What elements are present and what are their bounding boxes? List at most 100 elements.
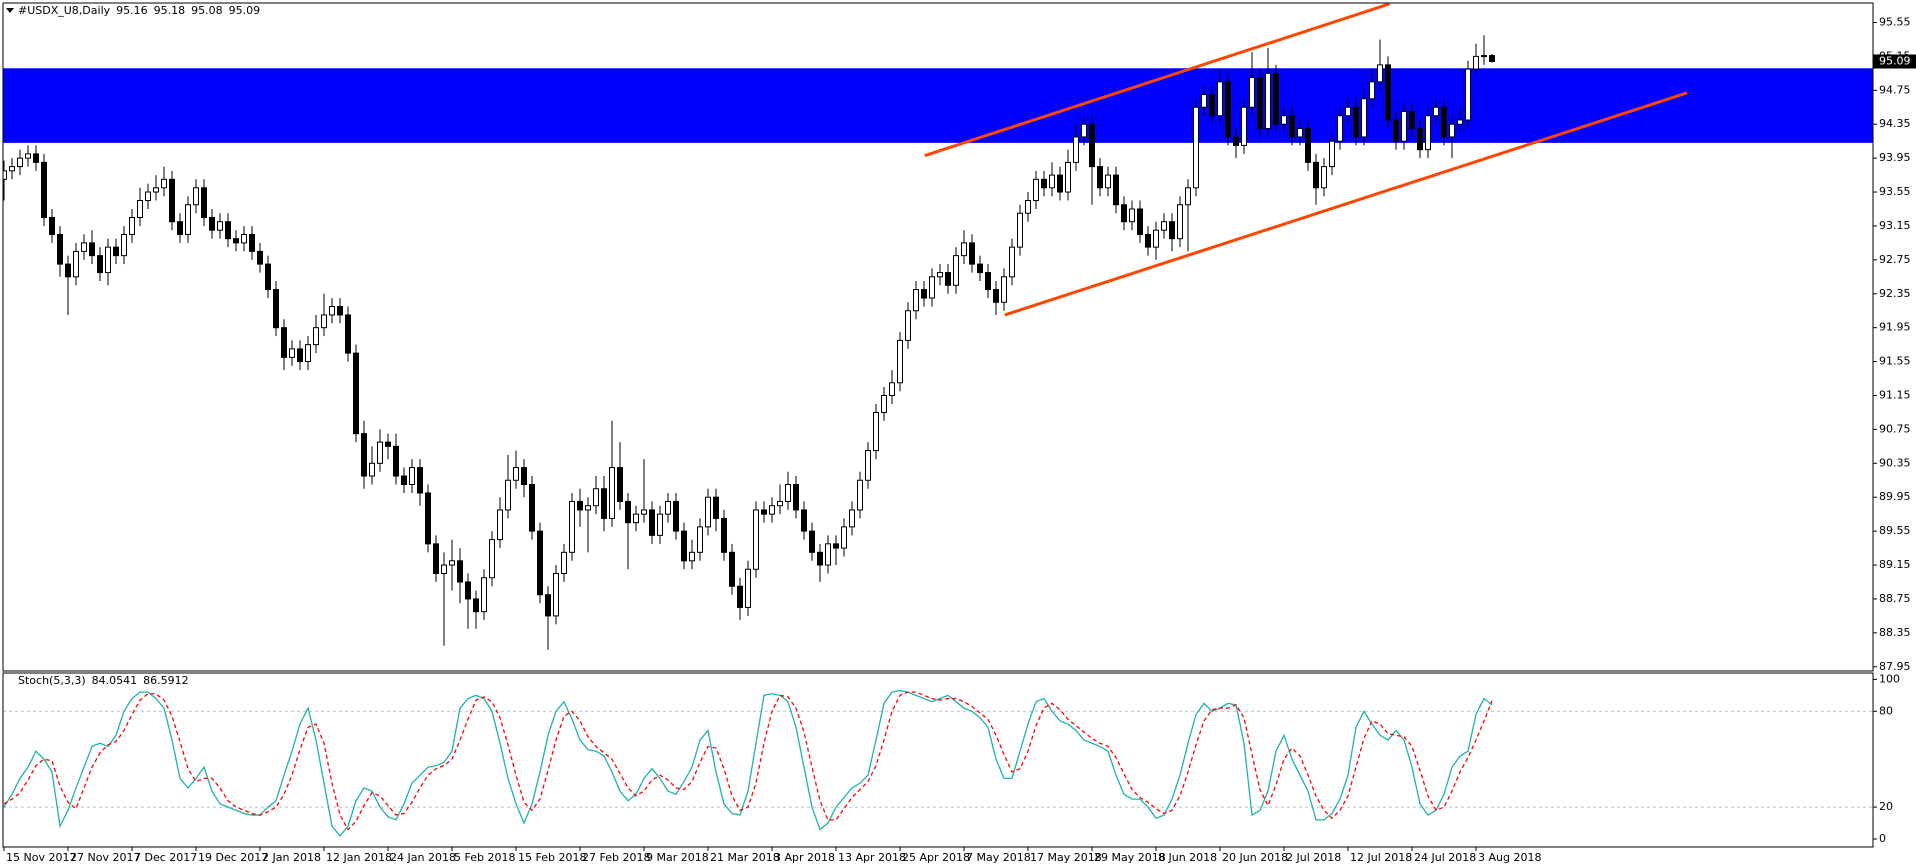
candle-body [505, 479, 511, 511]
candle-body [601, 488, 607, 519]
candle-body [1393, 119, 1399, 142]
x-tick-label: 8 Jun 2018 [1158, 851, 1217, 864]
candle-body [1025, 200, 1031, 214]
candle-body [377, 441, 383, 464]
candle-body [1385, 64, 1391, 121]
panel-header: #USDX_U8,Daily 95.16 95.18 95.08 95.09 [18, 4, 260, 17]
candle-body [1273, 72, 1279, 125]
y-tick-label: 92.75 [1879, 253, 1911, 266]
candle-body [937, 272, 943, 278]
candle-body [569, 500, 575, 553]
x-tick-label: 24 Jan 2018 [390, 851, 456, 864]
candle-body [3, 170, 7, 180]
candle-body [113, 246, 119, 257]
candle-body [161, 178, 167, 189]
candle-body [529, 484, 535, 532]
candle-body [577, 500, 583, 511]
candle-body [497, 509, 503, 541]
candle-body [417, 467, 423, 494]
x-tick-label: 19 Dec 2017 [198, 851, 268, 864]
candle-body [1441, 106, 1447, 138]
candle-body [369, 462, 375, 477]
candle-body [913, 289, 919, 312]
candle-body [1145, 233, 1151, 248]
symbol-menu-arrow[interactable] [6, 8, 14, 13]
candle-body [305, 344, 311, 363]
x-tick-label: 5 Feb 2018 [454, 851, 515, 864]
candle-body [793, 484, 799, 511]
x-tick-label: 13 Apr 2018 [838, 851, 906, 864]
candle-body [1201, 94, 1207, 108]
y-tick-label: 94.75 [1879, 83, 1911, 96]
candle-body [977, 263, 983, 274]
candle-body [473, 598, 479, 613]
candle-body [1289, 115, 1295, 138]
candle-body [625, 500, 631, 524]
candle-body [393, 445, 399, 477]
candle-body [441, 564, 447, 575]
stochastic-line [3, 689, 1493, 837]
candle-body [1137, 208, 1143, 235]
candle-body [1233, 136, 1239, 146]
candle-body [641, 509, 647, 515]
trend-line [924, 3, 1391, 158]
candle-body [1249, 77, 1255, 108]
resistance-zone [3, 68, 1873, 143]
candle-body [969, 242, 975, 265]
candle-body [433, 543, 439, 575]
y-tick-label: 89.55 [1879, 524, 1911, 537]
candle-body [465, 581, 471, 600]
candle-body [177, 221, 183, 235]
candle-body [1281, 115, 1287, 125]
indicator-title: #USDX_U8,Daily [18, 4, 111, 17]
candle-body [1305, 127, 1311, 163]
candle-body [25, 153, 31, 159]
candle-body [961, 242, 967, 257]
candle-body [753, 509, 759, 570]
candle-body [513, 467, 519, 481]
y-tick-label: 92.35 [1879, 287, 1911, 300]
candle-body [817, 551, 823, 566]
candle-body [825, 543, 831, 566]
candle-body [273, 289, 279, 329]
candle-body [857, 479, 863, 511]
candle-body [1073, 136, 1079, 163]
candle-body [353, 352, 359, 435]
candle-body [65, 263, 71, 278]
candle-body [313, 327, 319, 346]
candle-body [673, 500, 679, 532]
candle-body [1457, 119, 1463, 125]
candle-body [585, 505, 591, 511]
y-tick-label: 90.75 [1879, 422, 1911, 435]
x-tick-label: 9 Mar 2018 [646, 851, 709, 864]
y-tick-label: 93.55 [1879, 185, 1911, 198]
candle-body [1409, 111, 1415, 129]
candle-body [297, 348, 303, 363]
candle-body [721, 517, 727, 553]
candle-body [681, 530, 687, 562]
candle-body [1465, 68, 1471, 121]
axes: 87.95 88.35 88.75 89.15 89.55 89.95 90.35 90.75… [3, 4, 1916, 864]
candle-body [1241, 106, 1247, 146]
candle-body [1473, 55, 1479, 70]
candle-body [1185, 187, 1191, 206]
candle-body [649, 509, 655, 536]
y-tick-label: 91.55 [1879, 355, 1911, 368]
candle-body [185, 204, 191, 235]
price-panel-frame [2, 2, 1874, 672]
candle-body [1225, 81, 1231, 138]
candle-body [169, 178, 175, 223]
candle-body [193, 187, 199, 206]
x-tick-label: 7 Dec 2017 [134, 851, 197, 864]
candle-body [1425, 115, 1431, 151]
candle-body [49, 216, 55, 235]
candle-body [705, 496, 711, 528]
candle-body [1313, 161, 1319, 189]
candle-body [129, 216, 135, 235]
x-tick-label: 17 May 2018 [1030, 851, 1102, 864]
stochastic-plot [3, 689, 1873, 837]
candle-body [1009, 246, 1015, 278]
candle-body [449, 560, 455, 566]
candle-body [81, 242, 87, 252]
